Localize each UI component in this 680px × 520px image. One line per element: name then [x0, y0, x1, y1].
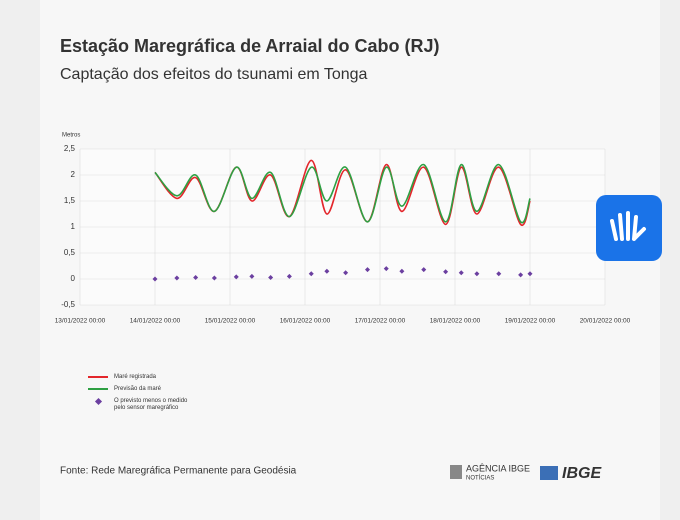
y-tick-label: 0 — [71, 274, 76, 283]
legend-swatch — [94, 397, 103, 406]
x-tick-label: 16/01/2022 00:00 — [280, 318, 331, 325]
brand-icon — [540, 466, 558, 480]
chart-subtitle: Captação dos efeitos do tsunami em Tonga — [60, 66, 368, 83]
legend-swatch — [88, 388, 108, 390]
source: Fonte: Rede Maregráfica Permanente para … — [60, 466, 297, 477]
scatter-point — [383, 266, 389, 272]
scatter-point — [286, 273, 292, 279]
scatter-point — [174, 275, 180, 281]
scatter-point — [527, 271, 533, 277]
y-tick-label: 2 — [71, 170, 76, 179]
x-tick-label: 17/01/2022 00:00 — [355, 318, 406, 325]
accessibility-button[interactable] — [596, 195, 662, 261]
scatter-point — [443, 269, 449, 275]
agency-logo: AGÊNCIA IBGE NOTÍCIAS — [450, 463, 530, 482]
x-tick-label: 20/01/2022 00:00 — [580, 318, 631, 325]
legend-label: O previsto menos o medido pelo sensor ma… — [114, 398, 188, 411]
scatter-point — [399, 268, 405, 274]
scatter-point — [249, 273, 255, 279]
scatter-point — [365, 267, 370, 273]
hand-shape — [610, 211, 646, 241]
y-tick-label: 2,5 — [64, 144, 76, 153]
agency-icon — [450, 465, 462, 479]
y-tick-label: 1 — [71, 222, 76, 231]
scatter-point — [268, 274, 274, 280]
series-line — [154, 163, 531, 224]
hand-icon — [610, 211, 646, 241]
agency-name: AGÊNCIA IBGE — [466, 463, 530, 473]
legend-item: O previsto menos o medido pelo sensor ma… — [88, 397, 194, 412]
agency-sub: NOTÍCIAS — [466, 475, 494, 482]
legend-label: Previsão da maré — [114, 386, 162, 392]
legend-item: Previsão da maré — [88, 386, 194, 393]
x-tick-label: 13/01/2022 00:00 — [55, 318, 106, 325]
scatter-point — [152, 276, 158, 282]
scatter-point — [458, 270, 464, 276]
x-tick-label: 18/01/2022 00:00 — [430, 318, 481, 325]
scatter-point — [308, 271, 314, 277]
scatter-point — [193, 274, 199, 280]
scatter-point — [518, 272, 524, 278]
scatter-point — [474, 271, 480, 277]
x-tick-label: 19/01/2022 00:00 — [505, 318, 556, 325]
scatter-point — [496, 271, 502, 277]
legend-item: Maré registrada — [88, 374, 194, 381]
y-tick-label: -0,5 — [61, 300, 75, 309]
scatter-point — [211, 275, 217, 281]
brand-logo: IBGE — [562, 465, 602, 482]
scatter-point — [233, 274, 239, 280]
legend-label: Maré registrada — [114, 374, 157, 380]
legend-swatch — [88, 376, 108, 378]
y-axis-label: Metros — [62, 133, 80, 139]
x-tick-label: 14/01/2022 00:00 — [130, 318, 181, 325]
y-tick-label: 0,5 — [64, 248, 76, 257]
x-tick-label: 15/01/2022 00:00 — [205, 318, 256, 325]
scatter-point — [421, 267, 427, 273]
scatter-point — [324, 268, 330, 274]
scatter-point — [343, 270, 349, 276]
y-tick-label: 1,5 — [64, 196, 76, 205]
chart-title: Estação Maregráfica de Arraial do Cabo (… — [60, 36, 439, 56]
